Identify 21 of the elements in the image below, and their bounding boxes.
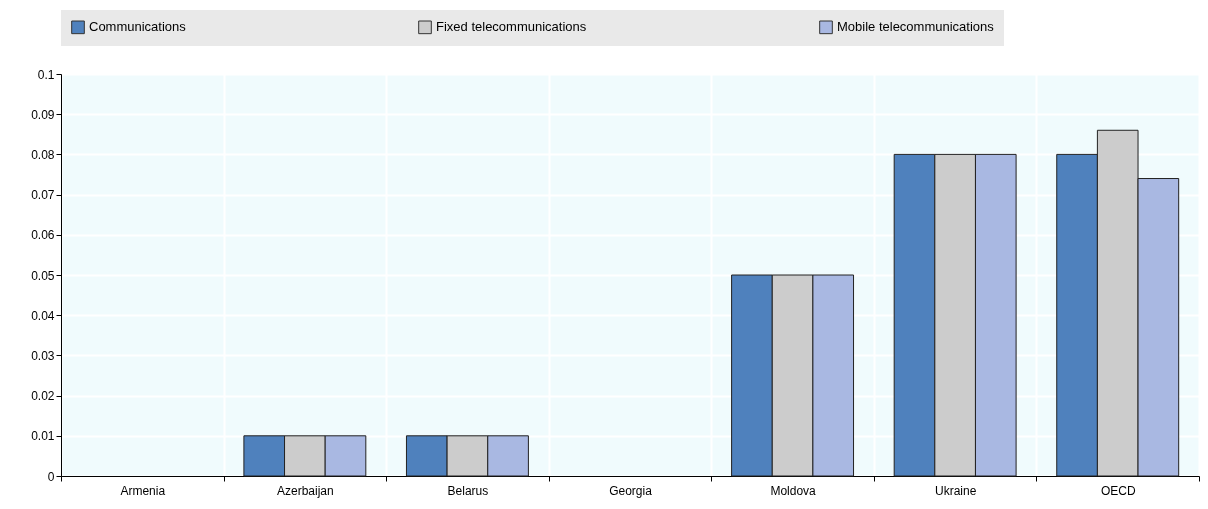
y-tick-label: 0.06 (31, 228, 55, 243)
x-tick-label: OECD (1100, 483, 1136, 498)
y-tick-label: 0.02 (31, 389, 55, 404)
x-tick-label: Armenia (120, 483, 166, 498)
x-tick-label: Georgia (609, 483, 653, 498)
y-tick-label: 0.09 (31, 107, 55, 122)
y-tick-label: 0.07 (31, 188, 55, 203)
legend-label: Fixed telecommunications (436, 19, 587, 35)
y-tick-label: 0.01 (31, 429, 55, 444)
x-tick-label: Azerbaijan (277, 483, 334, 498)
x-tick-label: Ukraine (934, 483, 977, 498)
y-tick-label: 0.1 (37, 67, 55, 82)
y-tick-label: 0 (47, 469, 55, 484)
y-tick-label: 0.03 (31, 348, 55, 363)
x-tick-label: Belarus (447, 483, 489, 498)
y-tick-label: 0.04 (31, 308, 55, 323)
y-tick-label: 0.08 (31, 147, 55, 162)
legend-label: Communications (89, 19, 187, 35)
legend-label: Mobile telecommunications (837, 19, 995, 35)
y-tick-label: 0.05 (31, 268, 55, 283)
x-tick-label: Moldova (770, 483, 817, 498)
